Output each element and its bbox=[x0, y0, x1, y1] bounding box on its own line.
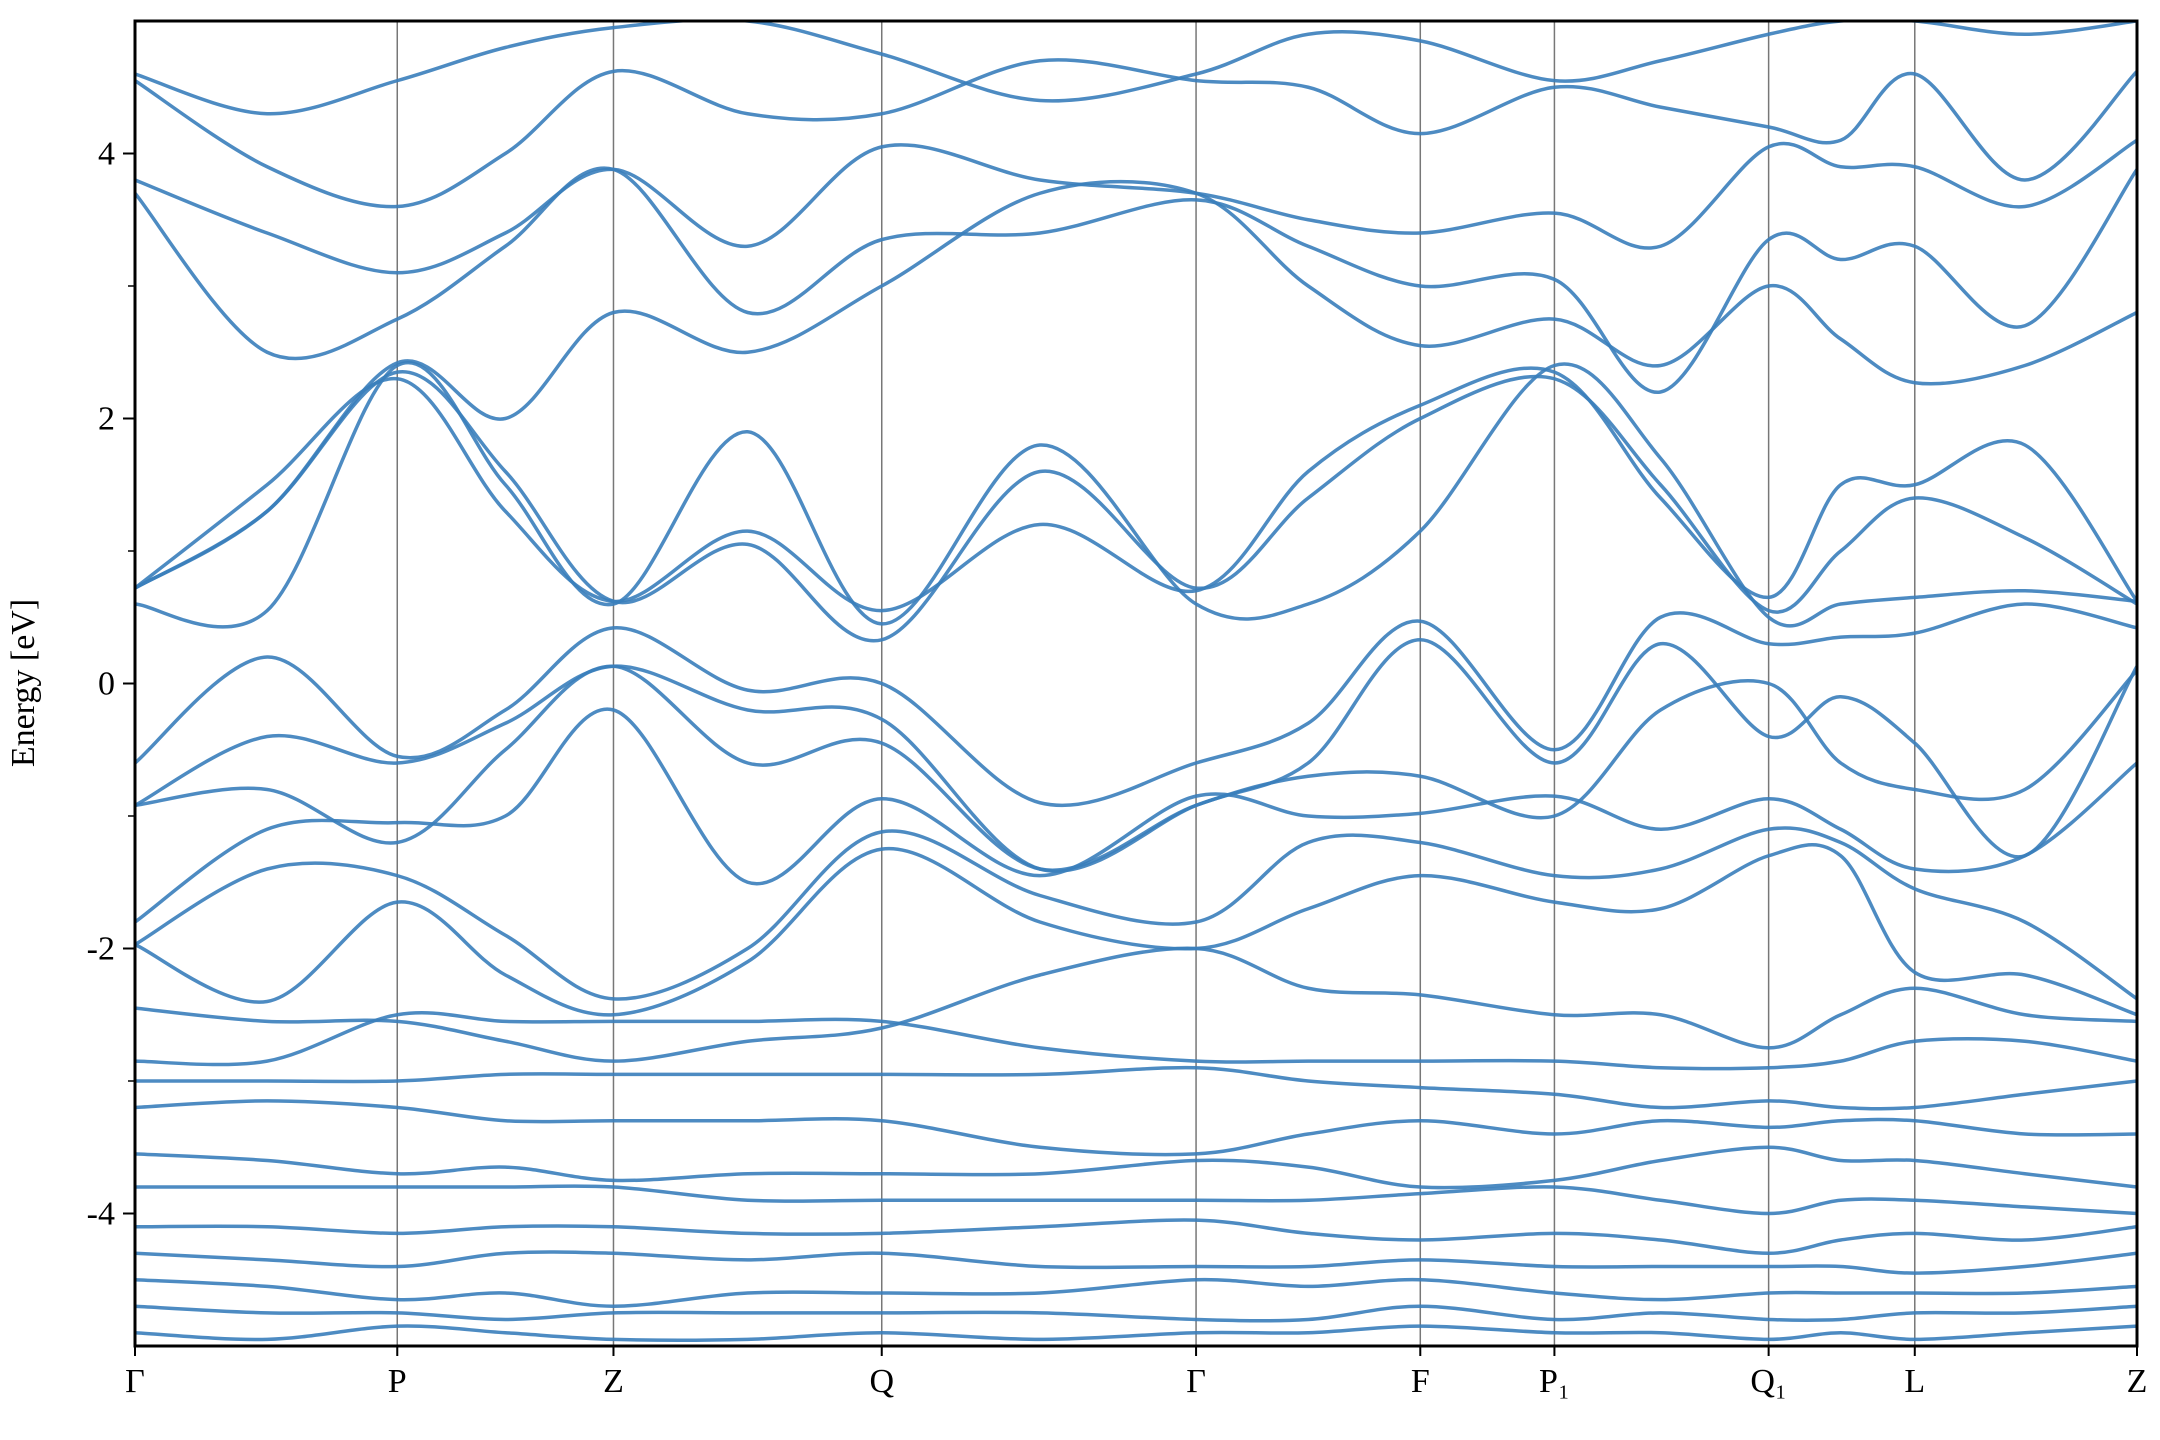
band-line bbox=[135, 843, 2137, 1017]
band-line bbox=[135, 21, 2137, 116]
x-tick-label: Q₁ bbox=[1750, 1363, 1786, 1400]
x-tick-label: F bbox=[1411, 1363, 1430, 1400]
band-line bbox=[135, 707, 2137, 924]
band-line bbox=[135, 1145, 2137, 1190]
band-line bbox=[135, 138, 2137, 275]
band-line bbox=[135, 1011, 2137, 1071]
x-tick-label: Z bbox=[2127, 1363, 2148, 1400]
y-tick-label: 2 bbox=[98, 401, 115, 438]
x-tick-label: L bbox=[1904, 1363, 1925, 1400]
band-line bbox=[135, 1277, 2137, 1309]
y-tick-label: 0 bbox=[98, 666, 115, 703]
band-line bbox=[135, 1218, 2137, 1256]
band-line bbox=[135, 1184, 2137, 1216]
plot-frame bbox=[133, 19, 2139, 1348]
band-line bbox=[135, 370, 2137, 643]
x-tick-label: Z bbox=[603, 1363, 624, 1400]
y-tick-label: -2 bbox=[87, 931, 115, 968]
y-axis-label: Energy [eV] bbox=[5, 599, 42, 767]
x-tick-label: P₁ bbox=[1539, 1363, 1570, 1400]
x-tick-label: Γ bbox=[125, 1363, 145, 1400]
y-tick-label: 4 bbox=[98, 136, 115, 173]
x-tick-label: Q bbox=[869, 1363, 894, 1400]
band-line bbox=[135, 1099, 2137, 1157]
bands bbox=[135, 21, 2137, 1342]
band-line bbox=[135, 366, 2137, 613]
band-line bbox=[135, 1065, 2137, 1111]
band-line bbox=[135, 602, 2137, 808]
band-line bbox=[135, 58, 2137, 209]
band-line bbox=[135, 166, 2137, 394]
x-tick-label: P bbox=[388, 1363, 407, 1400]
band-line bbox=[135, 946, 2137, 1063]
band-line bbox=[135, 664, 2137, 872]
band-line bbox=[135, 1304, 2137, 1323]
band-line bbox=[135, 1324, 2137, 1342]
band-line bbox=[135, 826, 2137, 1001]
band-line bbox=[135, 361, 2137, 629]
y-tick-label: -4 bbox=[87, 1196, 115, 1233]
band-line bbox=[135, 1250, 2137, 1275]
x-tick-label: Γ bbox=[1186, 1363, 1206, 1400]
